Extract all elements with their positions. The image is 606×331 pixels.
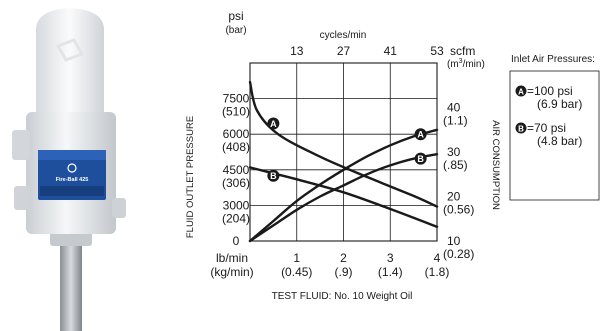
y-left-tick-labels: 0 3000(204) 4500(306) 6000(408) 7500(510) (222, 92, 250, 248)
series-marker-b-right: B (414, 152, 427, 165)
x-tick-labels: 1(0.45) 2(.9) 3(1.4) 4(1.8) (281, 251, 449, 279)
series-marker-circle-icon (267, 169, 280, 182)
pump-left-port-lower (14, 186, 30, 210)
series-marker-letter: A (270, 119, 277, 129)
y-left-unit-primary: psi (228, 9, 243, 23)
pump-tube (60, 242, 82, 331)
y-left-tick-2: 4500 (223, 163, 250, 177)
series-lines (248, 80, 439, 243)
legend-marker-b-letter: B (518, 125, 524, 134)
legend-title: Inlet Air Pressures: (511, 54, 595, 65)
series-marker-circle-icon (267, 117, 280, 130)
x-tick-1: 2 (340, 251, 347, 265)
pump-badge-text: Fire-Ball 425 (56, 177, 89, 183)
y-right-tick-sub-0: (0.28) (443, 247, 474, 261)
x-tick-sub-0: (0.45) (281, 265, 312, 279)
x-top-tick-labels: 13 27 41 53 (290, 44, 444, 58)
legend-marker-a-icon (515, 85, 527, 97)
legend-entry-b-secondary: (4.8 bar) (537, 134, 582, 148)
x-tick-3: 4 (434, 251, 441, 265)
series-markers: A B A B (267, 117, 427, 182)
series-marker-b-left: B (267, 169, 280, 182)
series-line-b-air-consumption (248, 153, 439, 243)
pump-label-strip (38, 150, 106, 160)
y-right-tick-sub-2: (.85) (443, 158, 468, 172)
legend-marker-a-letter: A (518, 88, 524, 97)
legend-entry-a-secondary: (6.9 bar) (537, 97, 582, 111)
series-line-a-air-consumption (248, 128, 439, 243)
series-marker-a-right: A (414, 128, 427, 141)
series-marker-circle-icon (414, 128, 427, 141)
y-right-unit-primary: scfm (450, 44, 475, 58)
y-right-unit-secondary-pre: (m (447, 59, 459, 70)
x-unit-secondary: (kg/min) (210, 265, 253, 279)
series-marker-letter: A (417, 130, 424, 140)
x-tick-sub-3: (1.8) (425, 265, 450, 279)
pump-badge-footer (40, 186, 104, 196)
y-right-tick-labels: 10(0.28) 20(0.56) 30(.85) 40(1.1) (443, 101, 474, 262)
legend: Inlet Air Pressures: A =100 psi (6.9 bar… (509, 54, 600, 201)
series-marker-letter: B (417, 154, 424, 164)
y-right-tick-3: 40 (447, 101, 461, 115)
pump-left-port (12, 130, 30, 160)
brand-logo-icon (67, 163, 77, 173)
y-left-tick-0: 0 (233, 234, 240, 248)
y-right-tick-1: 20 (447, 190, 461, 204)
y-right-unit-secondary-post: /min) (463, 59, 485, 70)
x-top-tick-1: 27 (337, 44, 351, 58)
pump-right-port (112, 198, 126, 218)
x-tick-0: 1 (293, 251, 300, 265)
x-unit-primary: lb/min (216, 251, 248, 265)
y-right-tick-sub-3: (1.1) (443, 114, 468, 128)
x-top-tick-2: 41 (384, 44, 398, 58)
y-right-axis-title: AIR CONSUMPTION (490, 120, 501, 210)
x-top-tick-3: 53 (430, 44, 444, 58)
chart-caption: TEST FLUID: No. 10 Weight Oil (272, 291, 413, 302)
y-left-tick-sub-2: (306) (222, 176, 250, 190)
y-right-tick-0: 10 (447, 234, 461, 248)
y-right-unit-secondary-sup: 3 (459, 58, 463, 65)
x-tick-2: 3 (387, 251, 394, 265)
y-right-unit-secondary: (m3/min) (447, 58, 485, 70)
y-left-tick-sub-4: (510) (222, 105, 250, 119)
logo-watermark-icon (55, 38, 85, 62)
y-left-tick-sub-1: (204) (222, 211, 250, 225)
y-left-unit-secondary: (bar) (225, 25, 246, 36)
series-marker-letter: B (270, 171, 277, 181)
x-tick-sub-1: (.9) (335, 265, 353, 279)
legend-entry-a: A =100 psi (6.9 bar) (515, 84, 582, 111)
series-marker-circle-icon (414, 152, 427, 165)
legend-marker-b-icon (515, 122, 527, 134)
series-marker-a-left: A (267, 117, 280, 130)
y-left-tick-4: 7500 (223, 92, 250, 106)
legend-entry-b: B =70 psi (4.8 bar) (515, 121, 582, 148)
y-right-tick-2: 30 (447, 145, 461, 159)
grid (250, 63, 437, 241)
x-top-axis-title: cycles/min (320, 30, 367, 41)
pump-cap (36, 8, 104, 118)
y-left-axis-title: FLUID OUTLET PRESSURE (185, 116, 196, 238)
y-left-tick-sub-3: (408) (222, 140, 250, 154)
y-left-tick-3: 6000 (223, 127, 250, 141)
legend-entry-a-primary: =100 psi (527, 84, 573, 98)
x-top-tick-0: 13 (290, 44, 304, 58)
series-line-a-fluid-pressure (248, 80, 439, 208)
legend-entry-b-primary: =70 psi (527, 121, 566, 135)
x-tick-sub-2: (1.4) (378, 265, 403, 279)
pump-photo: Fire-Ball 425 (12, 8, 126, 331)
y-right-tick-sub-1: (0.56) (443, 203, 474, 217)
y-left-tick-1: 3000 (223, 198, 250, 212)
